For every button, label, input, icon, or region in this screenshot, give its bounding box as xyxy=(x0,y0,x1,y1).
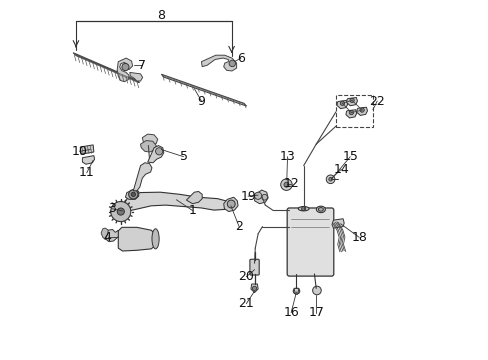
Circle shape xyxy=(348,111,353,115)
Circle shape xyxy=(349,98,353,103)
Polygon shape xyxy=(346,98,357,106)
Circle shape xyxy=(131,192,135,197)
Text: 16: 16 xyxy=(283,306,298,319)
Circle shape xyxy=(110,202,131,222)
Circle shape xyxy=(340,101,344,105)
Text: 3: 3 xyxy=(108,202,116,215)
Text: 22: 22 xyxy=(368,95,384,108)
Polygon shape xyxy=(80,145,94,154)
Ellipse shape xyxy=(298,207,308,211)
Polygon shape xyxy=(118,227,155,251)
Circle shape xyxy=(155,148,163,155)
Polygon shape xyxy=(346,110,356,118)
Polygon shape xyxy=(82,156,94,164)
Circle shape xyxy=(359,108,364,112)
Polygon shape xyxy=(147,145,163,163)
Polygon shape xyxy=(201,55,236,71)
FancyBboxPatch shape xyxy=(286,208,333,276)
Text: 2: 2 xyxy=(235,220,243,233)
Text: 12: 12 xyxy=(283,177,298,190)
Circle shape xyxy=(284,182,288,187)
Polygon shape xyxy=(250,284,258,293)
Polygon shape xyxy=(124,192,229,211)
Polygon shape xyxy=(161,74,246,106)
Polygon shape xyxy=(186,192,202,204)
Ellipse shape xyxy=(293,288,299,294)
Polygon shape xyxy=(129,72,142,81)
Circle shape xyxy=(280,179,292,190)
Polygon shape xyxy=(223,197,238,212)
Circle shape xyxy=(228,60,235,67)
Polygon shape xyxy=(254,190,267,204)
Circle shape xyxy=(117,208,124,215)
Polygon shape xyxy=(117,58,132,82)
Text: 4: 4 xyxy=(103,231,111,244)
Ellipse shape xyxy=(316,206,325,213)
Circle shape xyxy=(254,192,261,199)
Polygon shape xyxy=(293,288,298,294)
Circle shape xyxy=(328,177,332,181)
Text: 14: 14 xyxy=(333,163,348,176)
Circle shape xyxy=(312,286,321,295)
Text: 10: 10 xyxy=(71,145,87,158)
FancyBboxPatch shape xyxy=(249,259,259,275)
Text: 7: 7 xyxy=(138,59,146,72)
Circle shape xyxy=(325,175,334,184)
Circle shape xyxy=(301,207,305,211)
Text: 15: 15 xyxy=(342,150,358,163)
Polygon shape xyxy=(73,53,139,82)
Polygon shape xyxy=(356,107,367,116)
Polygon shape xyxy=(101,228,108,239)
Circle shape xyxy=(252,286,256,291)
Circle shape xyxy=(122,63,129,71)
Circle shape xyxy=(227,200,235,208)
Polygon shape xyxy=(140,140,156,152)
Ellipse shape xyxy=(318,208,323,211)
Text: 21: 21 xyxy=(238,297,254,310)
Text: 13: 13 xyxy=(279,150,295,163)
Polygon shape xyxy=(336,100,347,109)
Text: 6: 6 xyxy=(237,51,244,64)
Text: 8: 8 xyxy=(157,9,165,22)
Polygon shape xyxy=(331,219,344,228)
Polygon shape xyxy=(133,163,152,191)
Polygon shape xyxy=(142,134,158,145)
Text: 9: 9 xyxy=(197,95,205,108)
Text: 5: 5 xyxy=(179,150,187,163)
Circle shape xyxy=(261,194,267,200)
Text: 19: 19 xyxy=(240,190,255,203)
Text: 20: 20 xyxy=(238,270,254,283)
Text: 11: 11 xyxy=(79,166,94,179)
Polygon shape xyxy=(125,189,139,199)
Ellipse shape xyxy=(152,229,159,249)
Polygon shape xyxy=(105,229,118,242)
Text: 1: 1 xyxy=(188,204,196,217)
Text: 18: 18 xyxy=(350,231,366,244)
Circle shape xyxy=(128,190,138,199)
Text: 17: 17 xyxy=(307,306,324,319)
